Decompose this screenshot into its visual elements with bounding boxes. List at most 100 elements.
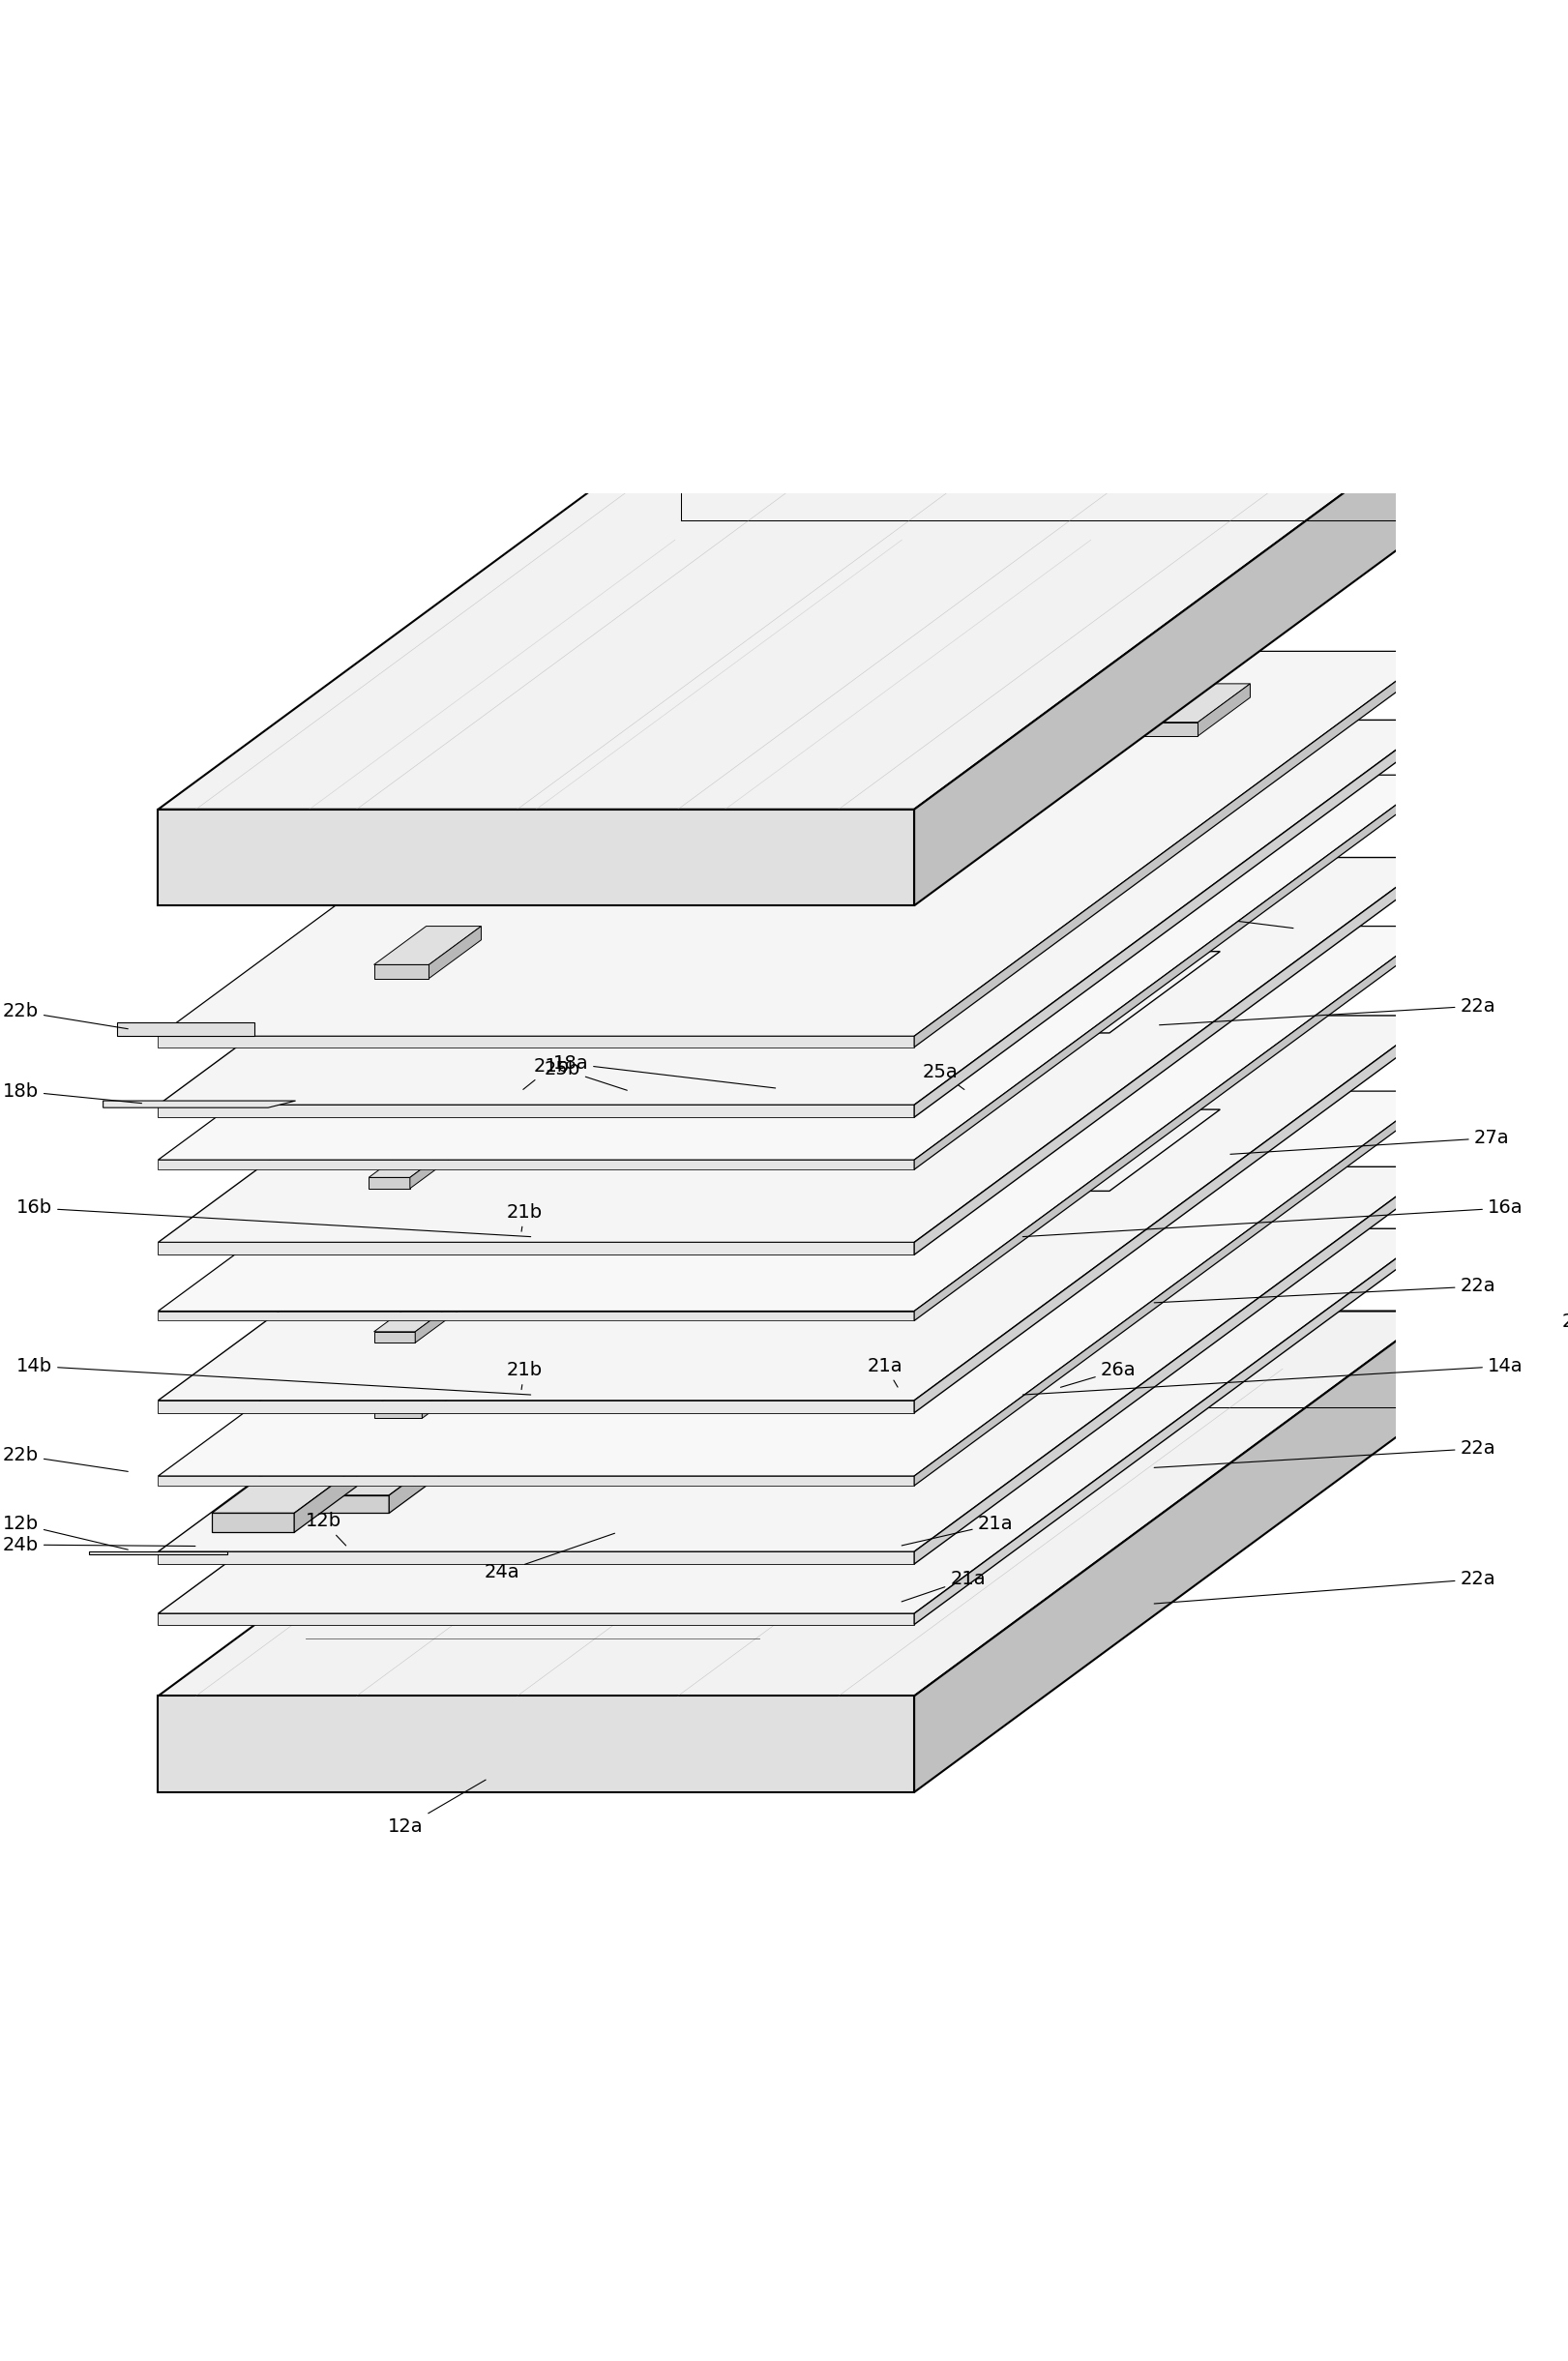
Polygon shape <box>750 989 867 1036</box>
Polygon shape <box>914 425 1436 907</box>
Text: 12a: 12a <box>387 1780 486 1837</box>
Polygon shape <box>508 918 649 973</box>
Polygon shape <box>89 1551 227 1554</box>
Text: 21b: 21b <box>506 1360 543 1391</box>
Polygon shape <box>1182 1275 1234 1325</box>
Polygon shape <box>158 1242 914 1254</box>
Polygon shape <box>373 966 430 977</box>
Text: 25b: 25b <box>544 1060 627 1091</box>
Polygon shape <box>659 1346 753 1435</box>
Polygon shape <box>445 1192 546 1230</box>
Polygon shape <box>735 1147 853 1195</box>
Polygon shape <box>1138 982 1192 1034</box>
Polygon shape <box>158 926 1436 1310</box>
Polygon shape <box>1127 1275 1234 1313</box>
Polygon shape <box>877 968 994 1013</box>
Polygon shape <box>158 857 1436 1242</box>
Polygon shape <box>953 1327 1032 1402</box>
Text: 14b: 14b <box>16 1358 530 1395</box>
Polygon shape <box>158 720 1436 1105</box>
Text: 22a: 22a <box>1154 1277 1496 1303</box>
Polygon shape <box>790 1225 908 1270</box>
Text: 21a: 21a <box>902 1570 986 1601</box>
Text: 22b: 22b <box>3 1001 129 1029</box>
Text: 21b: 21b <box>506 1202 543 1232</box>
Text: Fig. 1: Fig. 1 <box>644 519 771 562</box>
Polygon shape <box>373 1294 467 1332</box>
Polygon shape <box>913 1129 975 1188</box>
Polygon shape <box>914 1166 1436 1563</box>
Polygon shape <box>750 1036 804 1051</box>
Polygon shape <box>1099 1136 1207 1176</box>
Polygon shape <box>914 774 1436 1169</box>
Polygon shape <box>1008 812 1071 874</box>
Polygon shape <box>616 954 671 970</box>
Polygon shape <box>914 1015 1436 1412</box>
Text: 27a: 27a <box>1231 1129 1510 1155</box>
Text: 24a: 24a <box>485 1532 615 1582</box>
Polygon shape <box>931 968 994 1027</box>
Polygon shape <box>953 812 1071 857</box>
Polygon shape <box>158 1310 914 1320</box>
Polygon shape <box>1036 725 1099 786</box>
Polygon shape <box>914 1310 1436 1792</box>
Polygon shape <box>1099 1176 1154 1188</box>
Polygon shape <box>158 810 914 907</box>
Polygon shape <box>422 1369 474 1419</box>
Polygon shape <box>1036 852 1099 909</box>
Polygon shape <box>887 1077 946 1088</box>
Polygon shape <box>158 1036 914 1048</box>
Polygon shape <box>373 1407 422 1419</box>
Polygon shape <box>1234 1277 1289 1287</box>
Polygon shape <box>158 1015 1436 1400</box>
Polygon shape <box>1198 685 1250 737</box>
Text: 23: 23 <box>1562 1313 1568 1332</box>
Text: 21a: 21a <box>902 1516 1013 1546</box>
Polygon shape <box>1143 722 1198 737</box>
Text: 16b: 16b <box>16 1199 530 1237</box>
Polygon shape <box>914 857 1436 1254</box>
Polygon shape <box>158 1695 914 1792</box>
Polygon shape <box>616 907 734 954</box>
Polygon shape <box>764 859 906 914</box>
Polygon shape <box>158 652 1436 1036</box>
Polygon shape <box>563 1346 753 1417</box>
Polygon shape <box>158 1091 1436 1476</box>
Text: 18a: 18a <box>554 1055 776 1088</box>
Polygon shape <box>1127 1313 1182 1325</box>
Polygon shape <box>158 1310 1436 1695</box>
Polygon shape <box>877 1013 931 1027</box>
Polygon shape <box>946 1029 1008 1088</box>
Text: 18b: 18b <box>3 1081 141 1103</box>
Polygon shape <box>887 1029 1008 1077</box>
Text: 21a: 21a <box>867 1358 903 1388</box>
Polygon shape <box>1083 1022 1138 1034</box>
Polygon shape <box>409 1138 463 1188</box>
Text: 16a: 16a <box>1022 1199 1523 1237</box>
Text: 21b: 21b <box>524 1058 569 1088</box>
Text: 24b: 24b <box>3 1535 196 1554</box>
Polygon shape <box>445 1230 492 1242</box>
Polygon shape <box>430 926 481 977</box>
Polygon shape <box>212 1513 295 1532</box>
Polygon shape <box>858 1176 913 1188</box>
Polygon shape <box>295 1466 358 1532</box>
Polygon shape <box>158 425 1436 810</box>
Polygon shape <box>1143 685 1250 722</box>
Polygon shape <box>158 1613 914 1624</box>
Polygon shape <box>158 1159 914 1169</box>
Polygon shape <box>790 1147 853 1209</box>
Polygon shape <box>914 720 1436 1117</box>
Text: 22a: 22a <box>1159 996 1496 1025</box>
Polygon shape <box>416 1294 467 1343</box>
Polygon shape <box>212 1466 358 1513</box>
Polygon shape <box>368 1178 409 1188</box>
Polygon shape <box>764 914 833 933</box>
Polygon shape <box>1289 1247 1331 1287</box>
Polygon shape <box>158 1166 1436 1551</box>
Polygon shape <box>158 1476 914 1485</box>
Polygon shape <box>953 857 1008 874</box>
Polygon shape <box>158 1400 914 1412</box>
Polygon shape <box>1154 1136 1207 1188</box>
Polygon shape <box>492 1192 546 1242</box>
